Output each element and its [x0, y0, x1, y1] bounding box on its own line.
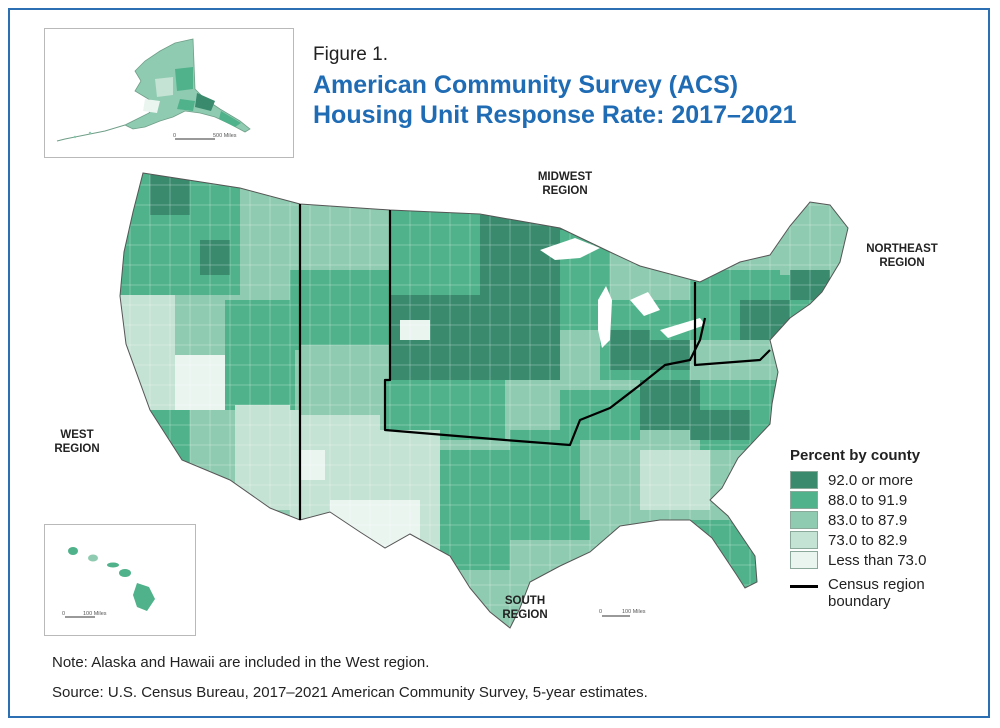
note-text: Note: Alaska and Hawaii are included in … — [52, 654, 429, 671]
mainland-scale-zero: 0 — [599, 609, 602, 615]
south-region-label: SOUTH REGION — [490, 594, 560, 622]
legend-swatch — [790, 491, 818, 509]
legend-title: Percent by county — [790, 447, 920, 464]
legend-boundary-item: Census region boundary — [790, 576, 948, 610]
county-choropleth — [110, 165, 860, 635]
northeast-region-label: NORTHEAST REGION — [852, 242, 952, 270]
legend-item: 88.0 to 91.9 — [790, 490, 907, 510]
midwest-region-label: MIDWEST REGION — [525, 170, 605, 198]
legend-label: 83.0 to 87.9 — [828, 512, 907, 529]
legend-label: 92.0 or more — [828, 472, 913, 489]
legend-label: Less than 73.0 — [828, 552, 926, 569]
legend-swatch — [790, 511, 818, 529]
west-region-label: WEST REGION — [42, 428, 112, 456]
legend-swatch — [790, 471, 818, 489]
legend-label: 88.0 to 91.9 — [828, 492, 907, 509]
legend-swatch — [790, 551, 818, 569]
boundary-label: Census region boundary — [828, 576, 948, 610]
legend-item: 83.0 to 87.9 — [790, 510, 907, 530]
legend-item: Less than 73.0 — [790, 550, 926, 570]
legend-label: 73.0 to 82.9 — [828, 532, 907, 549]
mainland-scale-distance: 100 Miles — [622, 609, 646, 615]
legend-item: 73.0 to 82.9 — [790, 530, 907, 550]
legend-item: 92.0 or more — [790, 470, 913, 490]
source-text: Source: U.S. Census Bureau, 2017–2021 Am… — [52, 684, 648, 701]
boundary-line-symbol — [790, 585, 818, 588]
legend-swatch — [790, 531, 818, 549]
